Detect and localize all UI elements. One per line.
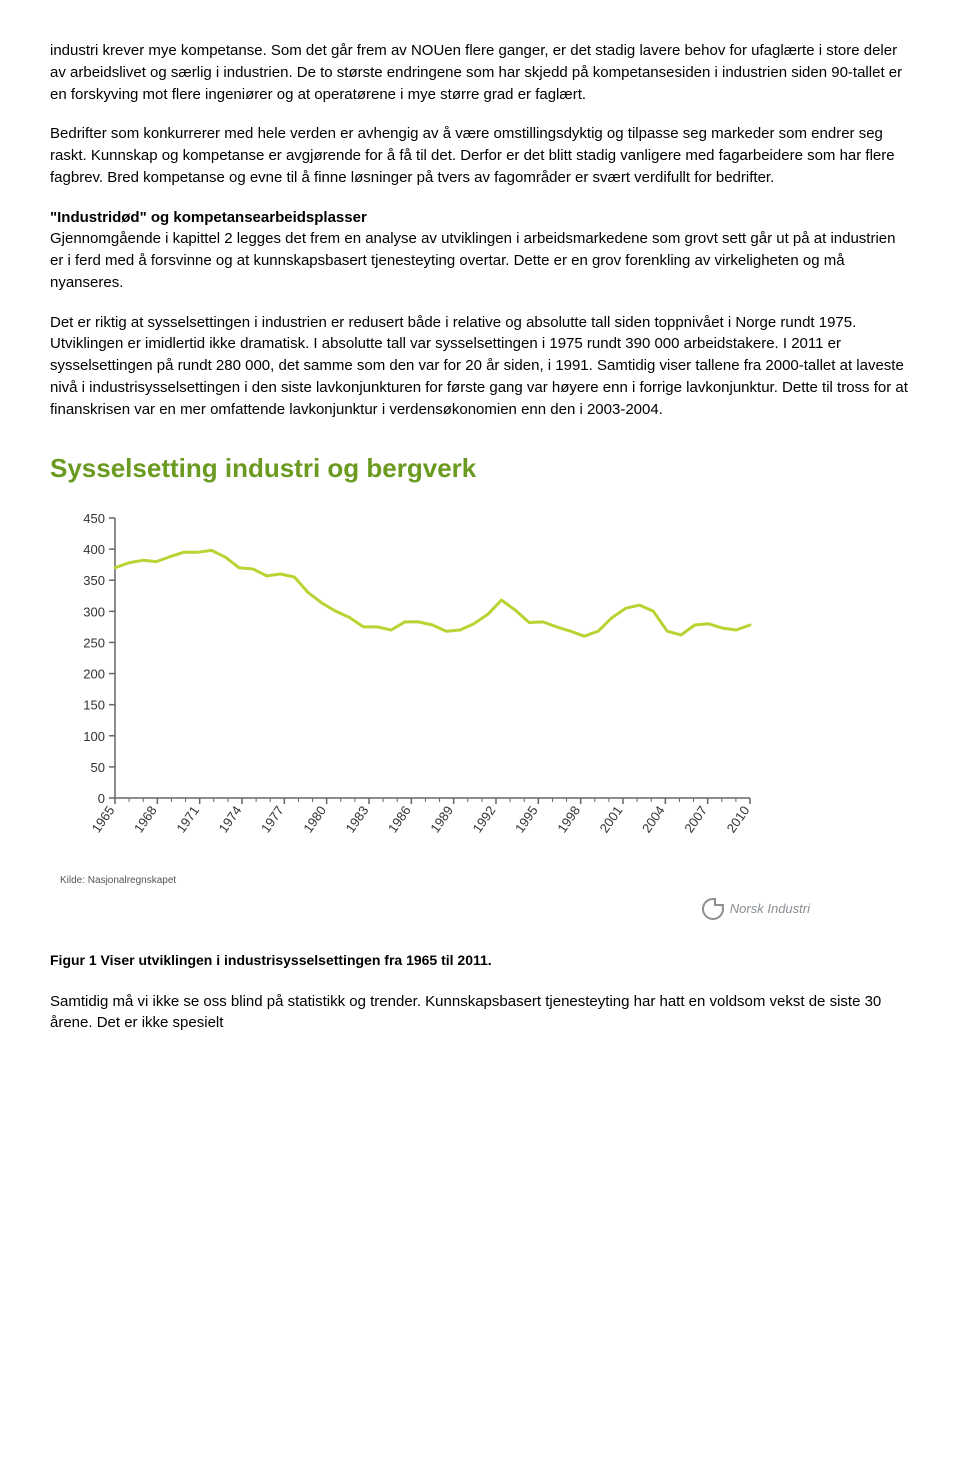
chart-source: Kilde: Nasjonalregnskapet	[60, 874, 760, 889]
svg-text:2004: 2004	[639, 803, 668, 835]
svg-text:1980: 1980	[300, 803, 329, 835]
chart-title: Sysselsetting industri og bergverk	[50, 450, 910, 488]
figure-caption: Figur 1 Viser utviklingen i industrisyss…	[50, 950, 910, 970]
svg-text:50: 50	[91, 760, 105, 775]
line-chart: 0501001502002503003504004501965196819711…	[60, 508, 760, 889]
svg-text:1965: 1965	[89, 803, 118, 835]
svg-text:1974: 1974	[216, 803, 245, 835]
norsk-industri-icon	[702, 898, 724, 920]
svg-text:250: 250	[83, 635, 105, 650]
paragraph-2: Bedrifter som konkurrerer med hele verde…	[50, 123, 910, 188]
paragraph-3-block: "Industridød" og kompetansearbeidsplasse…	[50, 207, 910, 294]
logo-row: Norsk Industri	[50, 898, 810, 920]
svg-text:350: 350	[83, 573, 105, 588]
svg-text:2010: 2010	[724, 803, 753, 835]
svg-text:1971: 1971	[173, 803, 202, 835]
svg-text:1998: 1998	[554, 803, 583, 835]
svg-text:450: 450	[83, 511, 105, 526]
svg-text:200: 200	[83, 666, 105, 681]
svg-text:2001: 2001	[597, 803, 626, 835]
paragraph-4: Det er riktig at sysselsettingen i indus…	[50, 312, 910, 421]
section-heading: "Industridød" og kompetansearbeidsplasse…	[50, 209, 367, 226]
svg-text:100: 100	[83, 729, 105, 744]
svg-text:1989: 1989	[427, 803, 456, 835]
svg-text:1995: 1995	[512, 803, 541, 835]
svg-text:1992: 1992	[470, 803, 499, 835]
svg-text:300: 300	[83, 604, 105, 619]
svg-text:2007: 2007	[681, 803, 710, 835]
svg-text:1977: 1977	[258, 803, 287, 835]
svg-text:150: 150	[83, 698, 105, 713]
paragraph-5: Samtidig må vi ikke se oss blind på stat…	[50, 991, 910, 1035]
paragraph-1: industri krever mye kompetanse. Som det …	[50, 40, 910, 105]
chart-svg: 0501001502002503003504004501965196819711…	[60, 508, 760, 868]
svg-text:1983: 1983	[343, 803, 372, 835]
svg-text:400: 400	[83, 542, 105, 557]
logo-text: Norsk Industri	[730, 900, 810, 919]
paragraph-3: Gjennomgående i kapittel 2 legges det fr…	[50, 230, 896, 291]
svg-text:1968: 1968	[131, 803, 160, 835]
svg-text:1986: 1986	[385, 803, 414, 835]
